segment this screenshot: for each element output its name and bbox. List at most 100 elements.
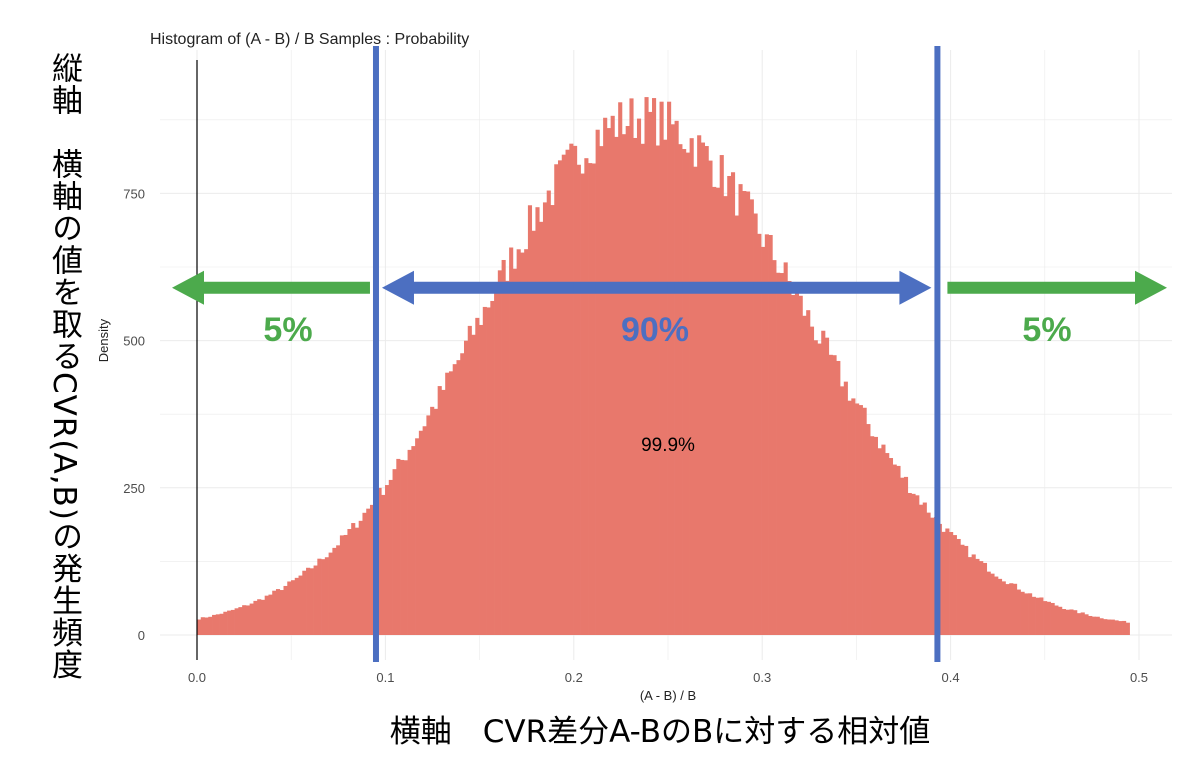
histogram-bar xyxy=(456,360,461,635)
histogram-bar xyxy=(967,557,972,635)
histogram-bar xyxy=(490,300,495,635)
histogram-bar xyxy=(862,407,867,635)
histogram-bar xyxy=(1065,609,1070,635)
histogram-bar xyxy=(433,408,439,635)
histogram-bar xyxy=(324,557,329,635)
histogram-bar xyxy=(275,589,281,635)
histogram-bar xyxy=(956,538,961,635)
histogram-bar xyxy=(415,438,420,635)
histogram-bar xyxy=(512,268,517,635)
histogram-bar xyxy=(366,508,371,635)
x-tick-label: 0.1 xyxy=(376,670,394,685)
histogram-bar xyxy=(824,337,830,635)
histogram-bar xyxy=(817,343,822,635)
histogram-bar xyxy=(885,453,890,635)
histogram-bar xyxy=(858,405,863,635)
center-percent-label: 90% xyxy=(621,311,689,349)
y-axis-label: Density xyxy=(96,318,111,362)
histogram-bar xyxy=(753,213,758,636)
histogram-bar xyxy=(268,594,273,635)
histogram-bar xyxy=(441,389,446,635)
histogram-bar xyxy=(460,353,465,635)
histogram-bar xyxy=(708,160,713,635)
histogram-bar xyxy=(313,565,318,635)
histogram-bar xyxy=(309,568,314,635)
histogram-bar xyxy=(704,146,709,636)
histogram-bar xyxy=(674,120,679,636)
histogram-bar xyxy=(539,221,544,635)
histogram-bar xyxy=(599,146,604,635)
histogram-bar xyxy=(911,493,916,635)
histogram-bar xyxy=(418,430,423,635)
histogram-bar xyxy=(400,459,405,635)
y-tick-label: 250 xyxy=(123,481,145,496)
histogram-bar xyxy=(667,101,672,636)
histogram-bar xyxy=(682,149,687,635)
histogram-bar xyxy=(1095,616,1100,635)
histogram-bar xyxy=(877,448,882,635)
histogram-bar xyxy=(960,544,965,635)
left-tail-arrow xyxy=(172,270,370,305)
histogram-bar xyxy=(486,307,491,635)
histogram-bar xyxy=(230,609,235,635)
x-tick-label: 0.0 xyxy=(188,670,206,685)
histogram-bar xyxy=(734,215,739,636)
histogram-bar xyxy=(212,614,217,635)
y-tick-label: 500 xyxy=(123,334,145,349)
histogram-bar xyxy=(369,504,375,635)
histogram-bar xyxy=(208,616,213,635)
histogram-bar xyxy=(1110,619,1115,635)
histogram-bar xyxy=(550,205,555,635)
histogram-bar xyxy=(200,617,205,635)
histogram-bar xyxy=(851,398,856,635)
histogram-bar xyxy=(542,202,548,636)
histogram-bar xyxy=(783,262,788,635)
histogram-bar xyxy=(501,259,506,635)
histogram-bar xyxy=(776,272,781,635)
histogram-bar xyxy=(787,280,792,635)
histogram-bar xyxy=(926,512,931,635)
histogram-bar xyxy=(234,608,239,635)
histogram-bar xyxy=(640,143,645,635)
histogram-bar xyxy=(915,495,920,635)
histogram-bar xyxy=(279,590,284,635)
histogram-bar xyxy=(855,403,860,635)
left-tail-percent-label: 5% xyxy=(263,311,312,349)
histogram-bar xyxy=(546,190,551,635)
histogram-bar xyxy=(746,191,751,635)
histogram-bar xyxy=(1020,591,1025,635)
histogram-bar xyxy=(1028,593,1033,635)
histogram-bar xyxy=(975,558,980,635)
histogram-bar xyxy=(806,310,811,635)
histogram-bar xyxy=(445,372,450,635)
histogram-bar xyxy=(633,137,638,635)
histogram-bar xyxy=(381,494,386,635)
x-tick-label: 0.4 xyxy=(942,670,960,685)
histogram-bar xyxy=(332,547,337,635)
chart-title: Histogram of (A - B) / B Samples : Proba… xyxy=(150,31,470,48)
histogram-bar xyxy=(870,436,875,635)
histogram-bar xyxy=(264,595,269,635)
histogram-bar xyxy=(997,578,1003,635)
histogram-bar xyxy=(535,207,540,636)
histogram-bar xyxy=(509,247,514,635)
histogram-bar xyxy=(1050,602,1055,635)
histogram-bar xyxy=(907,492,912,635)
histogram-bar xyxy=(516,249,521,636)
histogram-bar xyxy=(1114,620,1119,635)
histogram-bar xyxy=(836,360,841,635)
histogram-bar xyxy=(403,460,408,635)
histogram-bar xyxy=(565,149,570,635)
histogram-bar xyxy=(197,619,202,635)
histogram-bar xyxy=(994,576,999,635)
histogram-bar xyxy=(1091,616,1097,635)
histogram-bar xyxy=(606,128,611,635)
histogram-bar xyxy=(1088,615,1093,635)
histogram-bar xyxy=(738,184,743,636)
histogram-bar xyxy=(591,163,596,636)
histogram-bar xyxy=(321,559,326,635)
histogram-bar xyxy=(1024,593,1029,635)
histogram-bar xyxy=(343,534,348,635)
histogram-bar xyxy=(700,142,706,635)
